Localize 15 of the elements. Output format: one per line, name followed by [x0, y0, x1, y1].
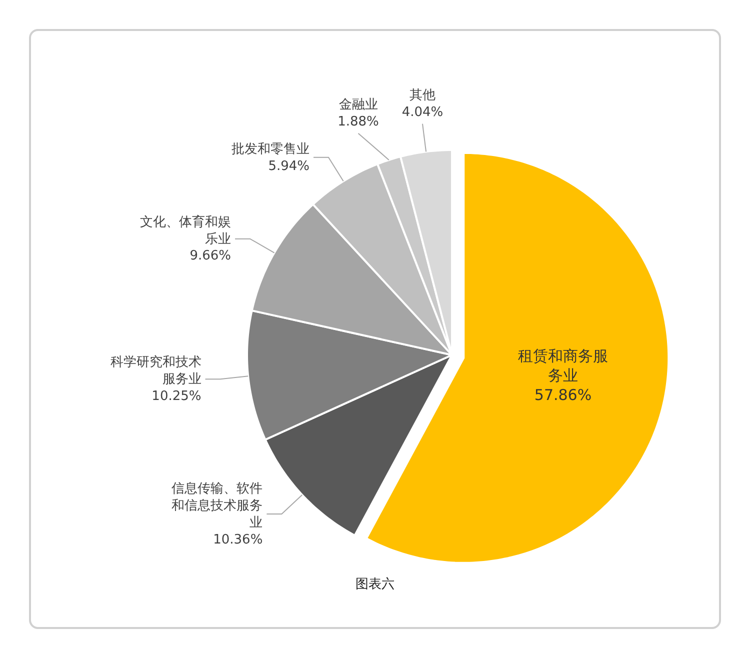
text: 图表六: [356, 577, 394, 592]
data-label: 57.86%: [534, 386, 592, 404]
data-label: 10.36%: [213, 532, 263, 548]
slice-label: 租赁和商务服务业: [518, 347, 608, 385]
slice-label: 信息传输、软件和信息技术服务业: [172, 482, 263, 530]
data-label: 1.88%: [338, 114, 379, 130]
slice-label: 科学研究和技术服务业: [110, 355, 202, 388]
slice-label: 其他: [410, 88, 436, 103]
data-label: 9.66%: [190, 248, 232, 264]
slice-label: 文化、体育和娱乐业: [140, 214, 232, 247]
data-label: 4.04%: [402, 104, 444, 120]
data-label: 5.94%: [268, 158, 310, 174]
slice-label: 金融业: [338, 97, 378, 112]
slice-label: 批发和零售业: [232, 142, 310, 157]
data-label: 10.25%: [152, 388, 202, 404]
